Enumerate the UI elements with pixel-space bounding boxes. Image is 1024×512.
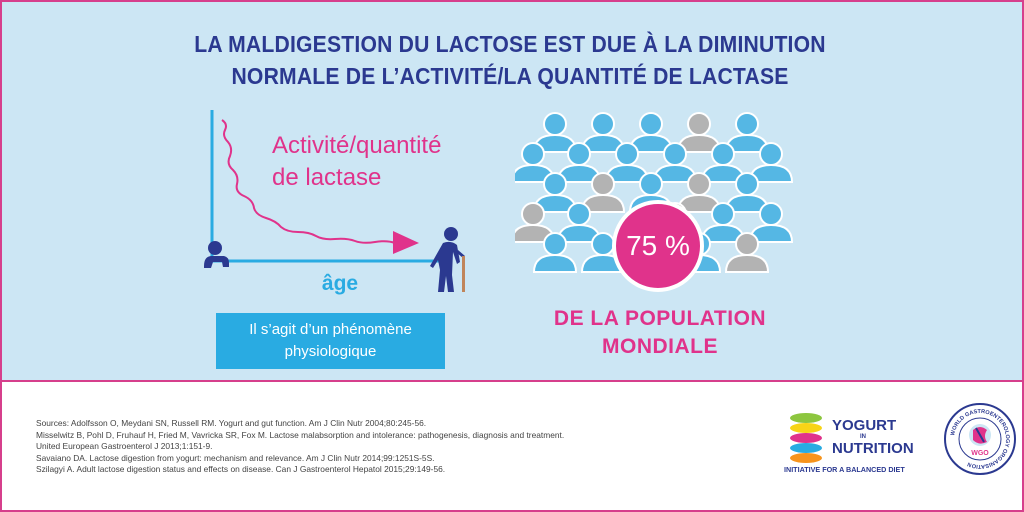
source-line: Misselwitz B, Pohl D, Fruhauf H, Fried M… <box>36 429 565 440</box>
person-icon <box>700 202 746 243</box>
person-icon <box>604 142 650 183</box>
lactase-age-diagram <box>204 110 465 292</box>
section-divider <box>2 380 1022 382</box>
source-line: Savaiano DA. Lactose digestion from yogu… <box>36 452 435 463</box>
source-line: Szilagyi A. Adult lactose digestion stat… <box>36 464 446 475</box>
yogurt-in-nutrition-logo: YOGURT IN NUTRITION INITIATIVE FOR A BAL… <box>784 413 914 474</box>
person-icon <box>676 172 722 213</box>
logo-nutrition-text: NUTRITION <box>832 440 914 457</box>
elderly-person-icon <box>430 227 465 292</box>
logo-yogurt-text: YOGURT <box>832 417 896 434</box>
person-icon <box>515 142 556 183</box>
person-icon <box>580 172 626 213</box>
note-line-1: Il s’agit d’un phénomène <box>249 321 412 338</box>
logo-in-text: IN <box>860 434 866 440</box>
lactase-decline-curve <box>221 119 396 244</box>
person-icon <box>748 142 794 183</box>
person-icon <box>556 202 602 243</box>
person-icon <box>532 112 578 153</box>
population-caption: DE LA POPULATION MONDIALE <box>530 305 790 361</box>
wgo-abbreviation: WGO <box>971 450 989 457</box>
page-title: LA MALDIGESTION DU LACTOSE EST DUE À LA … <box>41 28 979 92</box>
curve-label-line-1: Activité/quantité <box>272 132 442 159</box>
wgo-seal-icon: WORLD GASTROENTEROLOGY ORGANISATION WGO <box>944 403 1016 475</box>
title-line-2: NORMALE DE L’ACTIVITÉ/LA QUANTITÉ DE LAC… <box>231 63 789 89</box>
person-icon <box>532 172 578 213</box>
person-icon <box>628 112 674 153</box>
sources-list: Sources: Adolfsson O, Meydani SN, Russel… <box>36 418 756 476</box>
person-icon <box>652 142 698 183</box>
note-line-2: physiologique <box>284 343 377 360</box>
logo-tagline: INITIATIVE FOR A BALANCED DIET <box>784 465 905 474</box>
x-axis-label: âge <box>321 272 359 295</box>
population-caption-line-2: MONDIALE <box>602 335 718 358</box>
arrow-head-icon <box>393 231 419 254</box>
person-icon <box>700 142 746 183</box>
baby-icon <box>204 241 229 268</box>
percentage-badge: 75 % <box>612 200 704 292</box>
lactase-curve-label: Activité/quantité de lactase <box>272 130 441 194</box>
physiological-note-box: Il s’agit d’un phénomène physiologique <box>216 313 445 369</box>
person-icon <box>724 112 770 153</box>
source-line: United European Gastroenterol J 2013;1:1… <box>36 441 213 452</box>
person-icon <box>676 112 722 153</box>
person-icon <box>748 202 794 243</box>
infographic-panel <box>2 2 1022 380</box>
yogurt-stack-icon <box>790 413 822 463</box>
population-caption-line-1: DE LA POPULATION <box>553 307 767 330</box>
person-icon <box>580 112 626 153</box>
title-line-1: LA MALDIGESTION DU LACTOSE EST DUE À LA … <box>194 31 826 57</box>
person-icon <box>724 232 770 273</box>
person-icon <box>532 232 578 273</box>
source-line: Sources: Adolfsson O, Meydani SN, Russel… <box>36 418 427 428</box>
curve-label-line-2: de lactase <box>272 164 382 191</box>
